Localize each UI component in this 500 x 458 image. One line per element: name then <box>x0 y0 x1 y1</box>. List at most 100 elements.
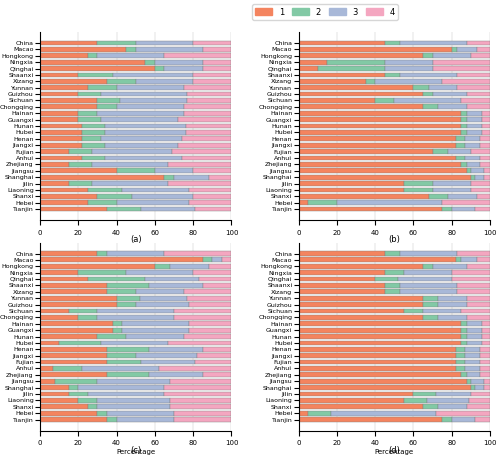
Bar <box>142 360 195 365</box>
Bar <box>40 54 88 58</box>
Bar <box>423 92 432 97</box>
Bar <box>78 270 126 275</box>
Bar <box>168 341 232 345</box>
Legend: 1, 2, 3, 4: 1, 2, 3, 4 <box>252 4 398 20</box>
Bar <box>40 277 88 282</box>
Bar <box>40 111 78 116</box>
Bar <box>384 283 400 288</box>
Bar <box>116 200 190 205</box>
Bar <box>298 372 462 377</box>
Bar <box>456 347 465 352</box>
Bar <box>132 194 193 199</box>
Bar <box>193 41 232 45</box>
Bar <box>40 66 155 71</box>
Bar <box>394 98 462 103</box>
Bar <box>331 411 436 415</box>
Bar <box>184 289 232 294</box>
Bar <box>469 398 490 403</box>
Bar <box>428 194 448 199</box>
Bar <box>458 85 490 90</box>
Bar <box>467 169 471 173</box>
Bar <box>480 156 490 160</box>
Bar <box>164 54 232 58</box>
Bar <box>404 181 432 186</box>
Bar <box>212 257 222 262</box>
Bar <box>465 353 480 358</box>
Bar <box>458 289 490 294</box>
Bar <box>113 322 122 326</box>
Bar <box>40 328 113 333</box>
Bar <box>467 334 482 339</box>
Bar <box>484 379 490 384</box>
Bar <box>174 309 232 313</box>
Bar <box>116 169 155 173</box>
Bar <box>40 187 88 192</box>
Bar <box>88 277 146 282</box>
Bar <box>136 353 197 358</box>
Bar <box>164 251 232 256</box>
Bar <box>82 143 105 147</box>
Bar <box>88 54 98 58</box>
Bar <box>78 315 98 320</box>
Bar <box>480 162 490 167</box>
Bar <box>298 124 462 128</box>
Bar <box>298 277 375 282</box>
Bar <box>465 136 480 141</box>
Bar <box>462 372 467 377</box>
Bar <box>337 200 442 205</box>
Bar <box>375 79 442 84</box>
Bar <box>174 315 232 320</box>
Bar <box>40 360 107 365</box>
Bar <box>40 149 68 154</box>
Bar <box>462 117 467 122</box>
Bar <box>298 347 456 352</box>
Bar <box>98 411 107 415</box>
Bar <box>107 289 136 294</box>
Bar <box>298 194 428 199</box>
Bar <box>172 149 232 154</box>
Bar <box>88 85 117 90</box>
Bar <box>68 385 78 390</box>
Bar <box>40 283 107 288</box>
Bar <box>107 372 149 377</box>
Bar <box>102 136 182 141</box>
Bar <box>105 130 186 135</box>
Bar <box>182 136 232 141</box>
Bar <box>458 283 490 288</box>
Bar <box>40 104 98 109</box>
Bar <box>155 169 193 173</box>
Bar <box>462 98 490 103</box>
Bar <box>298 296 423 300</box>
Bar <box>82 136 102 141</box>
Bar <box>68 309 98 313</box>
Bar <box>40 372 107 377</box>
Bar <box>298 404 423 409</box>
Bar <box>482 322 490 326</box>
Bar <box>155 60 203 65</box>
Bar <box>188 296 232 300</box>
Bar <box>193 169 232 173</box>
Bar <box>298 72 384 77</box>
Bar <box>298 200 308 205</box>
Bar <box>471 392 490 397</box>
Bar <box>40 404 88 409</box>
Bar <box>40 162 68 167</box>
Bar <box>467 404 490 409</box>
Bar <box>40 143 82 147</box>
Bar <box>404 309 423 313</box>
Bar <box>40 207 107 212</box>
Bar <box>442 79 490 84</box>
Bar <box>298 98 375 103</box>
Bar <box>40 264 155 269</box>
Bar <box>190 302 232 307</box>
Bar <box>126 334 184 339</box>
Bar <box>40 98 98 103</box>
Bar <box>484 169 490 173</box>
Bar <box>467 92 490 97</box>
Bar <box>384 41 400 45</box>
Bar <box>126 47 136 52</box>
Bar <box>467 264 490 269</box>
Bar <box>98 251 107 256</box>
Bar <box>56 379 98 384</box>
Bar <box>116 302 136 307</box>
